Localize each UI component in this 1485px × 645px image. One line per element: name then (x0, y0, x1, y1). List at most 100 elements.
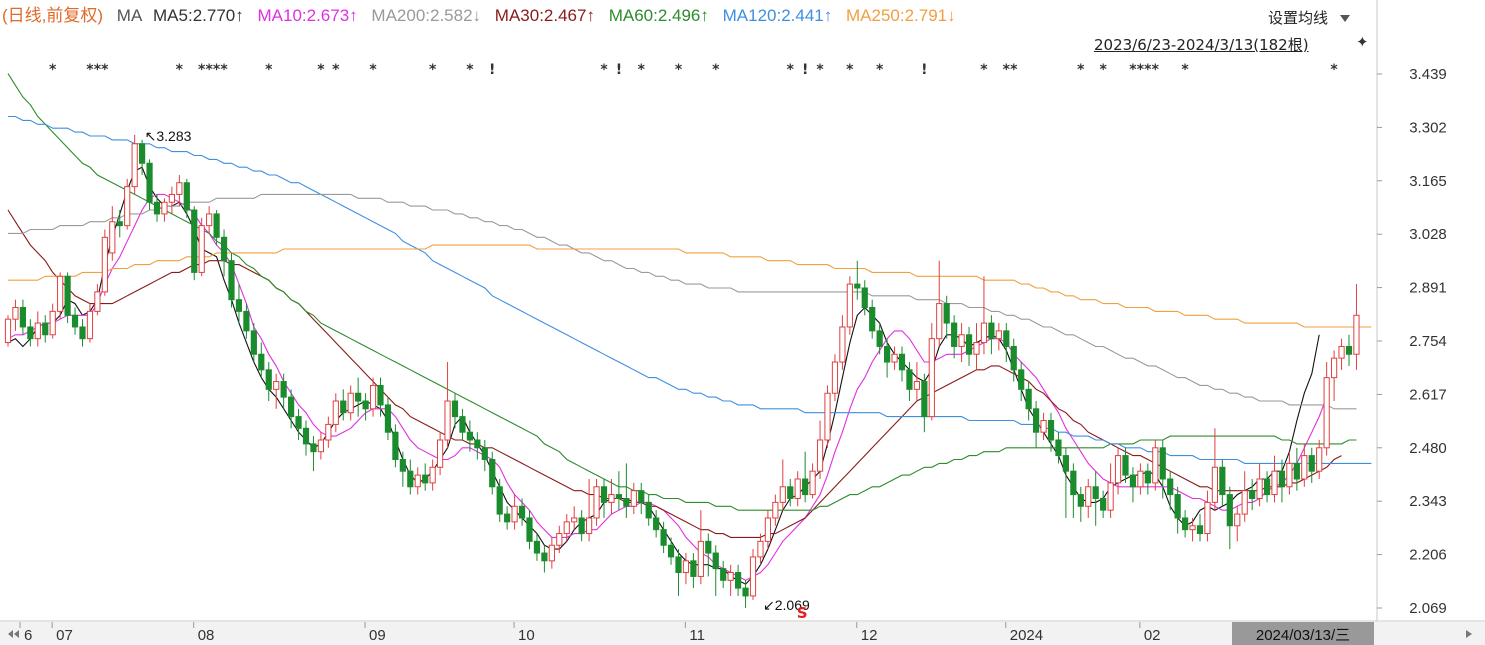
legend-ma5: MA5:2.770↑ (153, 6, 244, 25)
y-tick-label: 3.028 (1409, 226, 1447, 243)
date-range-label[interactable]: 2023/6/23-2024/3/13(182根) (1094, 36, 1309, 54)
candle (697, 510, 704, 585)
y-tick-label: 3.302 (1409, 119, 1447, 136)
candle-body (645, 501, 652, 519)
candle-body (64, 275, 71, 316)
candle-body (340, 400, 347, 414)
candle (228, 252, 235, 308)
candle-body (243, 310, 250, 332)
candle-body (682, 560, 690, 574)
candle (444, 362, 451, 448)
x-axis-bar (0, 622, 1485, 645)
candle (653, 510, 660, 538)
candle (1167, 471, 1174, 511)
candle (161, 198, 168, 222)
y-tick-label: 2.891 (1409, 280, 1447, 297)
candle-body (206, 213, 213, 227)
y-tick-label: 2.754 (1409, 333, 1447, 350)
y-tick-label: 3.439 (1409, 66, 1447, 83)
candle-body (846, 283, 853, 328)
candle-body (414, 474, 421, 488)
candle-body (1040, 420, 1047, 433)
candle-body (422, 474, 429, 484)
candle-body (593, 486, 600, 519)
candle (384, 397, 392, 441)
cursor-date-box: 2024/03/13/三 (1232, 622, 1374, 645)
candle-body (288, 396, 295, 418)
candle (831, 354, 839, 402)
candle (1114, 447, 1122, 495)
candle (265, 362, 272, 402)
event-marker: ! (616, 62, 622, 78)
event-marker: * (787, 62, 795, 78)
candle (735, 564, 742, 596)
candle-body (451, 400, 459, 418)
candle (243, 303, 250, 339)
candle-body (980, 322, 988, 344)
event-marker: * (49, 62, 57, 78)
pin-icon[interactable]: ✦ (1356, 33, 1369, 51)
chevron-down-icon (1340, 15, 1351, 22)
candle (727, 564, 734, 596)
candle (1278, 459, 1286, 503)
candle-body (429, 466, 436, 484)
x-tick-label: 2024 (1010, 627, 1043, 644)
event-marker: * (1099, 62, 1107, 78)
candle (623, 463, 630, 518)
event-marker: * (94, 62, 102, 78)
candle-body (854, 283, 861, 289)
candle-body (660, 529, 667, 546)
ma-line-ma60 (7, 73, 1357, 511)
candle (34, 311, 41, 347)
candle (630, 482, 637, 515)
candle-body (310, 443, 317, 453)
candle-body (511, 505, 518, 523)
candle-body (131, 143, 138, 188)
candle (1308, 447, 1315, 483)
legend-ma120: MA120:2.441↑ (722, 6, 833, 25)
event-marker: * (600, 62, 608, 78)
candle-body (1033, 408, 1040, 433)
candle-body (1301, 455, 1308, 480)
candle (779, 459, 786, 511)
candle (794, 471, 801, 507)
legend-period: (日线,前复权) (2, 6, 104, 25)
candle (1189, 517, 1196, 542)
cursor-date-label: 2024/03/13/三 (1256, 627, 1350, 644)
price-annotation: ↖3.283 (145, 128, 192, 144)
ma-settings-dropdown[interactable]: 设置均线 (1268, 6, 1351, 30)
event-marker: * (1003, 62, 1011, 78)
candle (1100, 490, 1107, 518)
event-marker: * (317, 62, 325, 78)
candle-body (1018, 369, 1025, 390)
candle (369, 377, 377, 417)
candle (176, 174, 183, 207)
candle (1271, 455, 1278, 503)
candle-body (213, 213, 220, 238)
legend-ma-label[interactable]: MA (116, 6, 143, 25)
candle (235, 284, 243, 324)
candle (690, 553, 697, 589)
candle-body (168, 193, 176, 203)
candle-body (921, 381, 928, 418)
candle (1196, 514, 1204, 542)
candle (362, 393, 369, 421)
candle (496, 478, 503, 522)
candle-body (839, 326, 846, 363)
candle (593, 478, 600, 526)
candle-body (466, 431, 473, 441)
candle-body (1092, 486, 1099, 499)
candle (1204, 490, 1211, 542)
ma-line-ma200 (8, 193, 1357, 410)
candle-body (369, 384, 377, 410)
candle-body (94, 291, 101, 312)
candle (705, 533, 712, 577)
candle-body (876, 330, 883, 347)
candle (556, 525, 563, 554)
event-marker: * (675, 62, 683, 78)
candle-body (1010, 345, 1017, 371)
candle-body (198, 225, 205, 273)
candle (377, 377, 384, 417)
